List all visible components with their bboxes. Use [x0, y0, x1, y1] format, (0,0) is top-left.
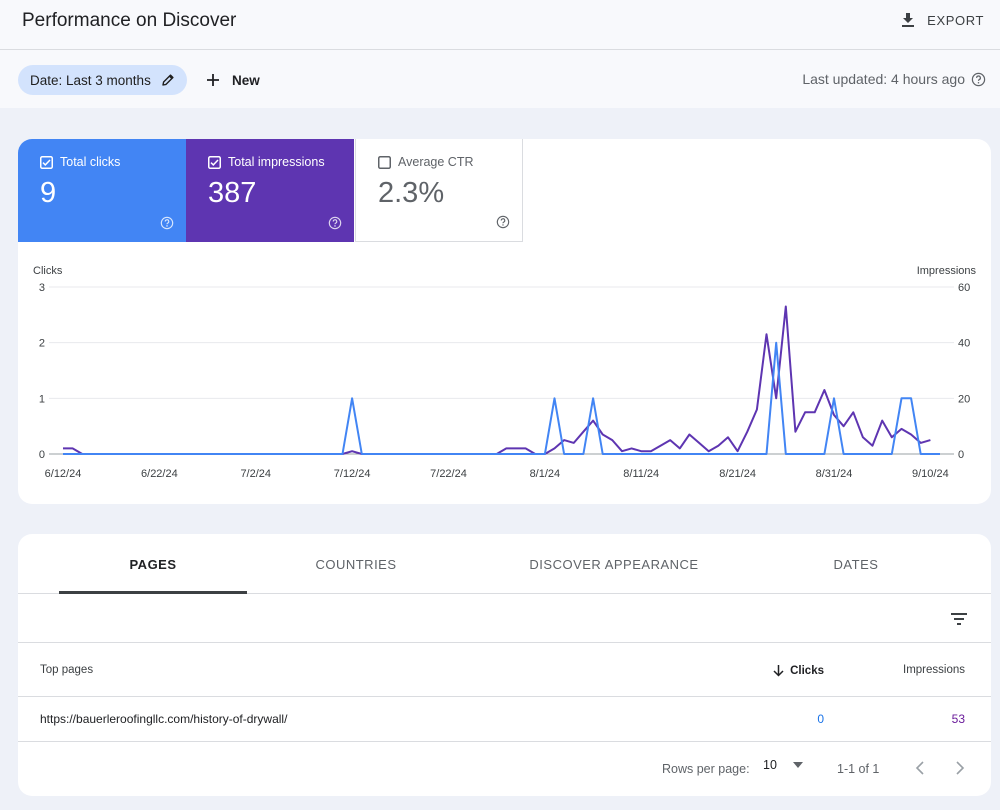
column-header-top-pages: Top pages [40, 664, 94, 676]
previous-page-button[interactable] [908, 756, 932, 780]
date-filter-label: Date: Last 3 months [30, 72, 151, 88]
total-clicks-tile[interactable]: Total clicks 9 [18, 139, 186, 242]
x-tick-label: 8/11/24 [623, 468, 659, 480]
x-tick-label: 8/1/24 [530, 468, 561, 480]
active-tab-indicator [59, 591, 247, 594]
table-row[interactable]: https://bauerleroofingllc.com/history-of… [18, 697, 991, 742]
right-tick-label: 60 [958, 282, 970, 294]
download-icon [902, 13, 915, 27]
filter-icon[interactable] [949, 609, 969, 629]
x-tick-label: 8/21/24 [719, 468, 756, 480]
new-filter-button[interactable]: New [205, 67, 260, 93]
x-tick-label: 8/31/24 [816, 468, 853, 480]
total-impressions-label: Total impressions [228, 155, 325, 169]
average-ctr-label: Average CTR [398, 155, 474, 169]
rows-per-page-value: 10 [763, 758, 777, 772]
x-tick-label: 7/12/24 [334, 468, 371, 480]
rows-per-page-select[interactable]: 10 [763, 758, 803, 772]
column-header-clicks[interactable]: Clicks [772, 664, 824, 677]
header-bar: Performance on Discover EXPORT [0, 0, 1000, 50]
dimension-table-card: PAGES COUNTRIES DISCOVER APPEARANCE DATE… [18, 534, 991, 796]
help-icon[interactable] [496, 215, 510, 229]
tab-discover-appearance[interactable]: DISCOVER APPEARANCE [529, 556, 699, 572]
help-icon[interactable] [328, 216, 342, 230]
tab-countries[interactable]: COUNTRIES [315, 556, 397, 572]
series-line-clicks [63, 341, 940, 455]
help-icon[interactable] [971, 72, 986, 87]
table-header: Top pages Clicks Impressions [18, 643, 991, 697]
column-header-clicks-label: Clicks [790, 664, 824, 677]
x-tick-label: 7/2/24 [240, 468, 271, 480]
tab-dates[interactable]: DATES [833, 556, 879, 572]
help-icon[interactable] [160, 216, 174, 230]
page-title: Performance on Discover [22, 10, 237, 31]
series-line-impressions [63, 305, 931, 455]
left-tick-label: 1 [39, 393, 45, 405]
average-ctr-tile[interactable]: Average CTR 2.3% [355, 139, 523, 242]
left-tick-label: 3 [39, 282, 45, 294]
export-button[interactable]: EXPORT [899, 8, 984, 32]
checkbox-checked-icon[interactable] [40, 155, 53, 169]
dimension-tabs: PAGES COUNTRIES DISCOVER APPEARANCE DATE… [18, 534, 991, 594]
rows-per-page-label: Rows per page: [662, 762, 750, 776]
column-header-impressions[interactable]: Impressions [903, 664, 965, 676]
total-clicks-value: 9 [40, 177, 57, 209]
pagination-range: 1-1 of 1 [837, 762, 880, 776]
right-tick-label: 40 [958, 338, 970, 350]
left-tick-label: 2 [39, 338, 45, 350]
chevron-left-icon [915, 761, 924, 775]
checkbox-unchecked-icon[interactable] [378, 155, 391, 169]
performance-chart-card: Total clicks 9 Total impressions 387 Ave… [18, 139, 991, 504]
new-filter-label: New [232, 72, 260, 88]
total-impressions-tile[interactable]: Total impressions 387 [186, 139, 354, 242]
total-impressions-value: 387 [208, 177, 257, 209]
right-tick-label: 20 [958, 393, 970, 405]
row-clicks: 0 [817, 712, 824, 726]
last-updated: Last updated: 4 hours ago [802, 71, 986, 87]
pencil-icon [162, 74, 174, 86]
left-tick-label: 0 [39, 449, 45, 461]
performance-line-chart: Clicks Impressions 0 1 2 3 0 20 40 60 6/12/24 6/22/… [33, 265, 977, 480]
plus-icon [207, 74, 219, 86]
export-label: EXPORT [927, 12, 984, 28]
x-tick-label: 6/12/24 [45, 468, 82, 480]
x-tick-label: 6/22/24 [141, 468, 178, 480]
row-impressions: 53 [951, 712, 965, 726]
right-axis-title: Impressions [917, 265, 977, 277]
filter-toolbar: Date: Last 3 months New Last updated: 4 … [0, 50, 1000, 108]
arrow-down-icon [773, 665, 784, 677]
tab-pages[interactable]: PAGES [129, 556, 177, 572]
average-ctr-value: 2.3% [378, 177, 445, 209]
last-updated-text: Last updated: 4 hours ago [802, 71, 965, 87]
checkbox-checked-icon[interactable] [208, 155, 221, 169]
pagination: Rows per page: 10 1-1 of 1 [18, 742, 991, 796]
next-page-button[interactable] [948, 756, 972, 780]
left-axis-title: Clicks [33, 265, 63, 277]
total-clicks-label: Total clicks [60, 155, 121, 169]
right-tick-label: 0 [958, 449, 964, 461]
chevron-right-icon [956, 761, 965, 775]
x-tick-label: 7/22/24 [430, 468, 467, 480]
row-page-url[interactable]: https://bauerleroofingllc.com/history-of… [40, 712, 288, 726]
caret-down-icon [792, 762, 803, 768]
date-filter-chip[interactable]: Date: Last 3 months [18, 65, 187, 95]
x-tick-label: 9/10/24 [912, 468, 949, 480]
table-filter-row [18, 594, 991, 643]
